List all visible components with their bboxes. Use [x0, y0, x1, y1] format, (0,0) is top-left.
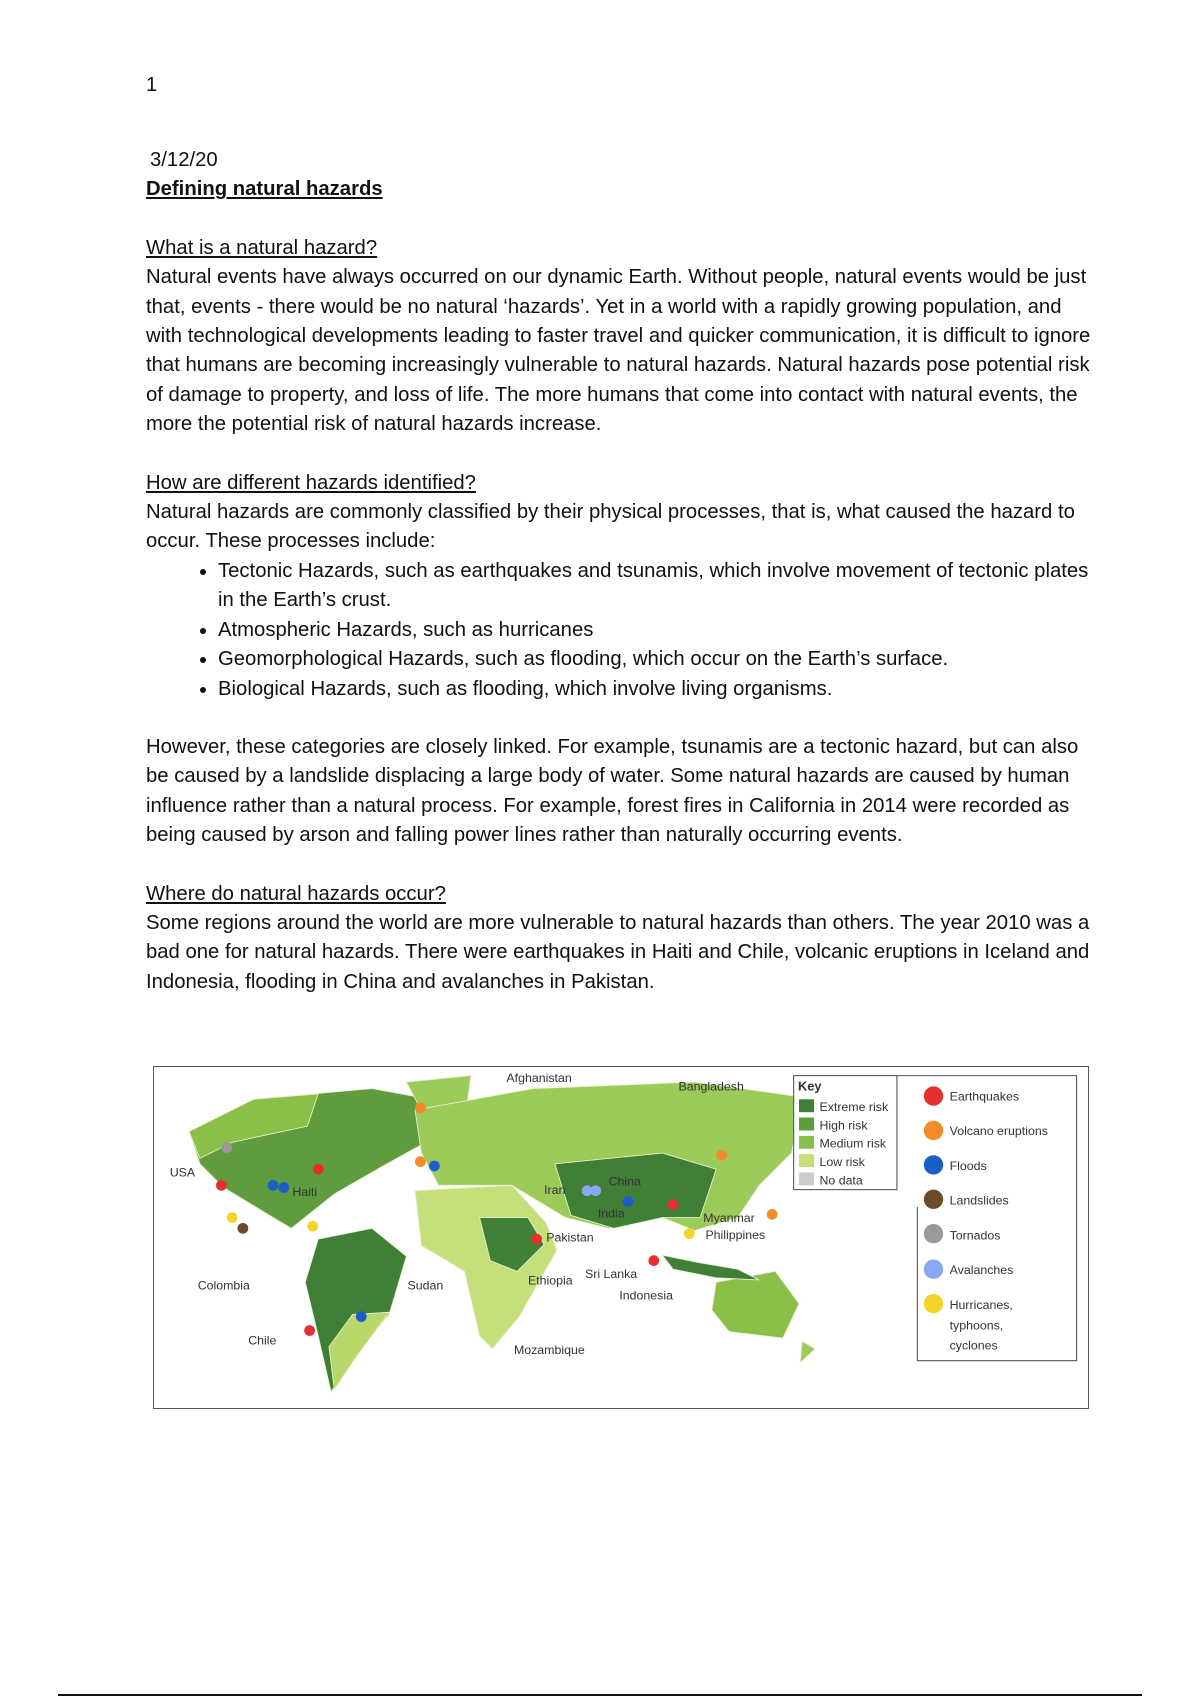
place-label: Afghanistan — [506, 1071, 571, 1085]
place-label: India — [598, 1207, 625, 1221]
hazard-markers — [215, 1102, 778, 1336]
date: 3/12/20 — [150, 149, 218, 171]
place-label: Myanmar — [703, 1211, 755, 1225]
place-label: Pakistan — [546, 1230, 594, 1244]
risk-label: Medium risk — [819, 1137, 886, 1151]
place-label: Haiti — [292, 1185, 317, 1199]
place-label: USA — [170, 1166, 196, 1180]
risk-key — [793, 1075, 898, 1191]
place-label: Philippines — [705, 1228, 765, 1242]
paragraph: However, these categories are closely li… — [146, 735, 1079, 847]
place-label: Ethiopia — [528, 1273, 573, 1287]
hazard-label: Floods — [950, 1159, 987, 1173]
hazard-label: Volcano eruptions — [950, 1124, 1048, 1138]
hazard-label: Hurricanes, typhoons, cyclones — [950, 1298, 1013, 1353]
hazard-label: Avalanches — [950, 1263, 1014, 1277]
bullet-list: Tectonic Hazards, such as earthquakes an… — [146, 557, 1091, 704]
place-label: Indonesia — [619, 1288, 673, 1302]
page-number: 1 — [146, 74, 158, 96]
section-heading: What is a natural hazard? — [146, 236, 378, 259]
section-heading: Where do natural hazards occur? — [146, 882, 446, 905]
bullet-item: Atmospheric Hazards, such as hurricanes — [218, 616, 1091, 645]
key-title: Key — [798, 1079, 822, 1094]
place-label: Bangladesh — [679, 1080, 744, 1094]
paragraph: Natural events have always occurred on o… — [146, 266, 1091, 436]
bullet-item: Biological Hazards, such as flooding, wh… — [218, 675, 1091, 704]
risk-label: High risk — [819, 1118, 868, 1132]
footer-rule — [58, 1694, 1142, 1696]
title: Defining natural hazards — [146, 178, 383, 201]
bullet-item: Geomorphological Hazards, such as floodi… — [218, 645, 1091, 674]
paragraph: Some regions around the world are more v… — [146, 911, 1090, 993]
hazard-label: Landslides — [950, 1194, 1009, 1208]
risk-label: No data — [819, 1173, 862, 1187]
risk-label: Extreme risk — [819, 1100, 888, 1114]
place-label: Sudan — [407, 1279, 443, 1293]
hazard-key — [896, 1075, 1078, 1362]
place-label: Chile — [248, 1334, 276, 1348]
continents — [188, 1075, 816, 1393]
place-label: Iran — [544, 1183, 565, 1197]
section-heading: How are different hazards identified? — [146, 471, 476, 494]
hazard-label: Tornados — [950, 1228, 1001, 1242]
place-label: Mozambique — [514, 1343, 585, 1357]
document-body: 3/12/20 Defining natural hazards What is… — [146, 146, 1091, 997]
hazard-label: Earthquakes — [950, 1089, 1019, 1103]
hazard-map: Afghanistan Bangladesh USA Haiti Colombia Chi… — [153, 1066, 1089, 1409]
risk-label: Low risk — [819, 1155, 865, 1169]
place-label: China — [609, 1174, 641, 1188]
place-label: Colombia — [198, 1279, 250, 1293]
paragraph: Natural hazards are commonly classified … — [146, 501, 1075, 553]
bullet-item: Tectonic Hazards, such as earthquakes an… — [218, 557, 1091, 616]
place-label: Sri Lanka — [585, 1267, 637, 1281]
